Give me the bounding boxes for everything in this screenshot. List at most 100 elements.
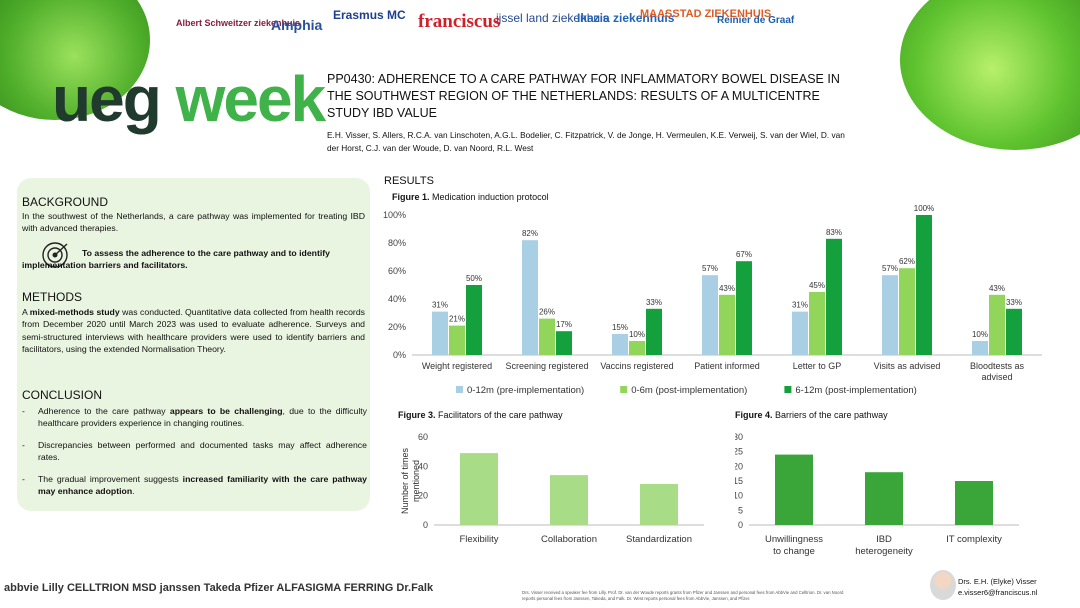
figure-3-caption-text: Facilitators of the care pathway [435,410,563,420]
contact-email: e.visser6@franciscus.nl [958,588,1038,597]
x-tick-label: Screening registered [505,361,588,371]
sponsor-logos: abbvie Lilly CELLTRION MSD janssen Taked… [4,582,434,594]
x-tick-label: Flexibility [459,534,498,545]
bar [775,454,813,525]
y-tick-label: 40 [418,461,428,471]
y-tick-label: 40% [388,294,406,304]
data-label: 43% [989,284,1005,293]
x-tick-label: Letter to GP [793,361,842,371]
methods-text-post: was conducted. Quantitative data collect… [22,307,365,355]
x-tick-label: Standardization [626,534,692,545]
logo-reinier-de-graaf: Reinier de Graaf [717,15,795,26]
y-tick-label: 100% [383,210,406,220]
legend-label: 6-12m (post-implementation) [795,385,916,396]
y-tick-label: 0% [393,350,406,360]
bar [882,275,898,355]
data-label: 82% [522,229,538,238]
bar [449,325,465,355]
legend-swatch [620,386,628,393]
bar [556,331,572,355]
bar [646,308,662,355]
figure-1-caption-label: Figure 1. [392,192,430,202]
conclusion-list: - Adherence to the care pathway appears t… [22,405,367,506]
summary-panel [17,178,370,511]
x-tick-label: Collaboration [541,534,597,545]
y-tick-label: 60% [388,266,406,276]
logo-week-text: week [175,63,327,135]
methods-text-pre: A [22,307,30,317]
bar [989,294,1005,355]
data-label: 17% [556,320,572,329]
x-tick-label: Vaccins registered [600,361,673,371]
logo-franciscus: franciscus [418,11,501,32]
data-label: 43% [719,284,735,293]
figure-1-caption: Figure 1. Medication induction protocol [392,192,549,202]
data-label: 26% [539,308,555,317]
legend-swatch [456,386,463,393]
legend-swatch [784,386,792,393]
x-tick-label: to change [773,546,815,557]
bar [719,294,735,355]
logo-ikazia: Ikazia ziekenhuis [577,11,675,25]
methods-text: A mixed-methods study was conducted. Qua… [22,306,365,356]
conclusion-item: - The gradual improvement suggests increa… [22,473,367,497]
conclusion-item: - Discrepancies between performed and doc… [22,439,367,463]
x-tick-label: Bloodtests as [970,361,1025,371]
bar [792,311,808,355]
conclusion-item-bold: appears to be challenging [169,406,283,416]
background-heading: BACKGROUND [22,195,109,209]
conclusion-item: - Adherence to the care pathway appears t… [22,406,368,429]
x-tick-label: Weight registered [422,361,492,371]
y-tick-label: 15 [735,476,743,486]
bar [702,275,718,355]
results-heading: RESULTS [384,175,434,187]
bar [916,215,932,355]
data-label: 10% [972,330,988,339]
bar [466,285,482,355]
methods-heading: METHODS [22,290,82,304]
data-label: 83% [826,228,842,237]
poster-title: PP0430: ADHERENCE TO A CARE PATHWAY FOR … [327,72,840,120]
y-axis-label-line: mentioned [411,460,421,502]
data-label: 31% [432,301,448,310]
bar [550,475,588,525]
conclusion-item-pre: The gradual improvement suggests [38,473,183,484]
x-tick-label: advised [981,372,1012,382]
logo-ueg-text: ueg [52,63,162,135]
data-label: 57% [702,264,718,273]
figure-3-caption: Figure 3. Facilitators of the care pathw… [398,410,563,420]
data-label: 45% [809,281,825,290]
data-label: 67% [736,250,752,259]
bar [809,292,825,355]
author-list: E.H. Visser, S. Allers, R.C.A. van Linsc… [327,130,845,153]
contact-info: Drs. E.H. (Elyke) Visser e.visser6@franc… [958,576,1037,598]
y-tick-label: 30 [735,432,743,442]
y-axis-label: Number of timesmentioned [400,447,421,514]
conclusion-item-bold: increased familiarity with the care path… [38,473,367,497]
ueg-week-logo: ueg week [52,62,327,136]
figure-1-caption-text: Medication induction protocol [429,192,549,202]
bar [612,334,628,355]
data-label: 62% [899,257,915,266]
x-tick-label: IBD [876,534,892,545]
logo-ijsselland: ijssel land ziekenhuis [496,11,609,25]
data-label: 31% [792,301,808,310]
data-label: 10% [629,330,645,339]
x-tick-label: Unwillingness [765,534,823,545]
bar [539,318,555,355]
conclusion-heading: CONCLUSION [22,388,103,402]
bar [629,341,645,355]
y-tick-label: 10 [735,491,743,501]
data-label: 100% [914,204,934,213]
data-label: 15% [612,323,628,332]
figure-4-caption-text: Barriers of the care pathway [772,410,888,420]
bar [432,311,448,355]
logo-erasmus-mc: Erasmus MC [333,8,406,22]
conclusion-item-post: , due to the difficulty healthcare provi… [38,406,368,429]
author-avatar [930,570,956,600]
logo-albert-schweitzer: Albert Schweitzer ziekenhuis [176,18,301,28]
x-tick-label: Patient informed [694,361,760,371]
conclusion-item-post: . [132,486,135,497]
legend-label: 0-6m (post-implementation) [631,385,747,396]
